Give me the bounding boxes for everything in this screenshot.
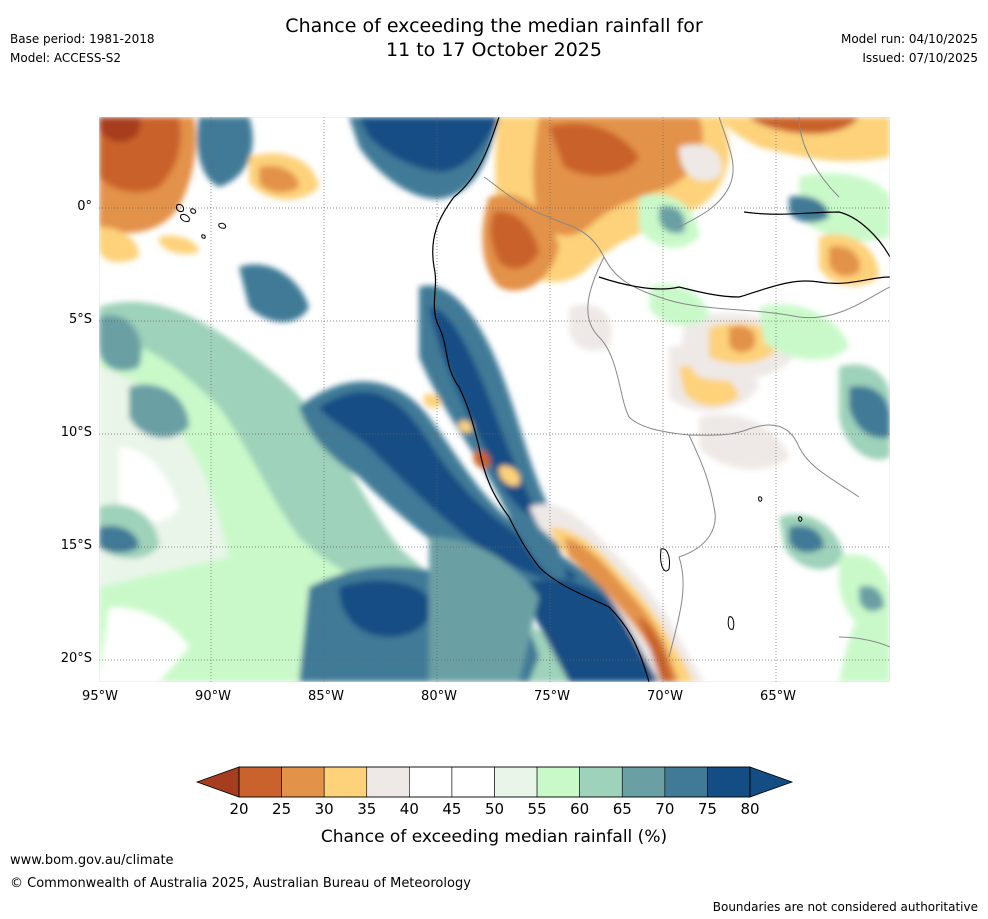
title-line-2: 11 to 17 October 2025 [386, 39, 602, 61]
colorbar-segment [579, 766, 623, 798]
website-link[interactable]: www.bom.gov.au/climate [10, 853, 174, 868]
base-period: Base period: 1981-2018 [10, 32, 155, 46]
colorbar-tick-label: 25 [272, 800, 292, 818]
colorbar-tick-label: 55 [527, 800, 547, 818]
colorbar-tick-label: 45 [442, 800, 462, 818]
colorbar-tick-label: 60 [570, 800, 590, 818]
lakes [660, 496, 803, 630]
map-title: Chance of exceeding the median rainfall … [0, 14, 988, 62]
colorbar-low-arrow [195, 766, 240, 798]
colorbar-segment [323, 766, 368, 798]
colorbar-tick-label: 80 [740, 800, 760, 818]
lat-label-0: 0° [77, 199, 92, 214]
country-borders [483, 117, 890, 658]
model-run: Model run: 04/10/2025 [840, 32, 978, 46]
lat-label-5s: 5°S [68, 312, 92, 327]
colorbar-tick-label: 75 [697, 800, 717, 818]
colorbar-tick-label: 65 [612, 800, 632, 818]
colorbar-outline [238, 766, 751, 798]
lon-label-70w: 70°W [647, 689, 683, 704]
model-name: Model: ACCESS-S2 [10, 51, 122, 65]
graticule [99, 117, 890, 682]
title-line-1: Chance of exceeding the median rainfall … [285, 15, 703, 37]
colorbar-segment [621, 766, 666, 798]
colorbar-title: Chance of exceeding median rainfall (%) [320, 827, 668, 847]
coastline [432, 117, 890, 682]
boundary-disclaimer: Boundaries are not considered authoritat… [712, 900, 978, 914]
colorbar-tick-label: 35 [357, 800, 377, 818]
colorbar-tick-label: 20 [229, 800, 249, 818]
lat-label-20s: 20°S [60, 651, 92, 666]
lon-label-80w: 80°W [421, 689, 457, 704]
rainfall-probability-map [99, 117, 890, 682]
lat-label-10s: 10°S [60, 425, 92, 440]
lon-label-90w: 90°W [195, 689, 231, 704]
colorbar [195, 766, 794, 798]
colorbar-segment [238, 766, 282, 798]
copyright-notice: © Commonwealth of Australia 2025, Austra… [10, 876, 471, 891]
lon-label-75w: 75°W [534, 689, 570, 704]
probability-field [99, 117, 890, 682]
colorbar-segment [707, 766, 751, 798]
issued-date: Issued: 07/10/2025 [862, 51, 978, 65]
colorbar-segment [409, 766, 453, 798]
colorbar-segment [536, 766, 580, 798]
colorbar-tick-label: 40 [399, 800, 419, 818]
colorbar-segment [494, 766, 538, 798]
colorbar-tick-label: 50 [484, 800, 505, 818]
colorbar-high-arrow [749, 766, 794, 798]
colorbar-tick-label: 70 [655, 800, 675, 818]
lon-label-95w: 95°W [82, 689, 118, 704]
colorbar-segment [281, 766, 325, 798]
lon-label-85w: 85°W [308, 689, 344, 704]
colorbar-segments [238, 766, 751, 798]
galapagos-islands [176, 204, 226, 239]
colorbar-segment [366, 766, 410, 798]
colorbar-segment [451, 766, 495, 798]
colorbar-tick-label: 30 [314, 800, 334, 818]
lon-label-65w: 65°W [760, 689, 796, 704]
colorbar-segment [664, 766, 708, 798]
lat-label-15s: 15°S [60, 538, 92, 553]
